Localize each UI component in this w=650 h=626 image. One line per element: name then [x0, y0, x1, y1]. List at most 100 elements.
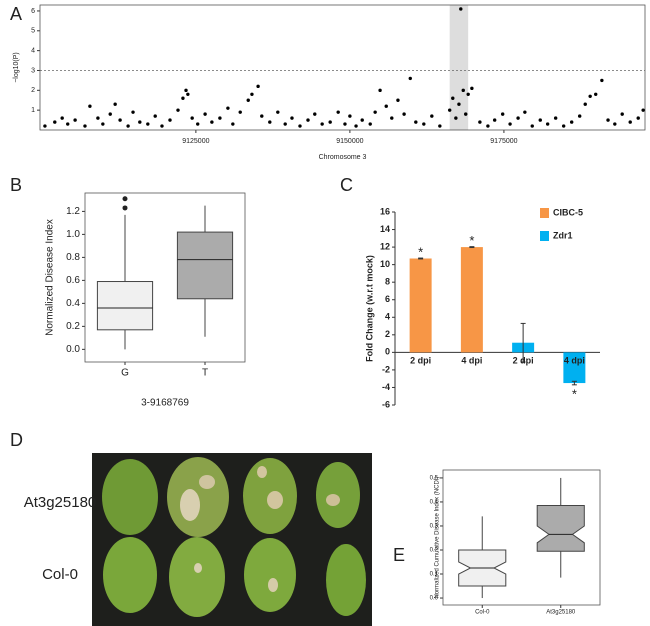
y-tick-label: 3	[31, 67, 35, 74]
y-tick-label: 0.1	[430, 572, 439, 578]
panel-label: D	[10, 430, 23, 450]
snp-point	[88, 104, 92, 108]
leaf	[316, 462, 360, 528]
snp-point	[168, 118, 172, 122]
snp-point	[176, 108, 180, 112]
snp-point	[260, 114, 264, 118]
leaves-top	[102, 457, 360, 537]
y-tick-label: 0.4	[66, 298, 80, 309]
snp-point	[396, 98, 400, 102]
snp-point	[414, 120, 418, 124]
y-tick-label: -4	[382, 382, 390, 392]
x-tick-label: 2 dpi	[513, 356, 534, 366]
y-tick-label: 6	[385, 294, 390, 304]
row-label: At3g25180	[24, 494, 97, 511]
snp-point	[306, 118, 310, 122]
legend-label: CIBC-5	[553, 207, 583, 217]
panel-label: C	[340, 175, 353, 195]
snp-point	[238, 110, 242, 114]
snp-point	[108, 112, 112, 116]
lesion	[326, 494, 340, 506]
snp-point	[500, 112, 505, 116]
snp-point	[153, 114, 157, 118]
y-tick-label: -2	[382, 364, 390, 374]
snp-point	[636, 116, 640, 120]
significance-mark: *	[418, 244, 423, 259]
y-tick-label: 0.6	[66, 275, 80, 286]
y-tick-label: 14	[380, 224, 390, 234]
snp-point	[226, 106, 230, 110]
significance-mark: *	[572, 386, 577, 401]
snp-point	[561, 124, 566, 128]
snp-point	[600, 78, 604, 83]
snp-point	[461, 88, 465, 93]
snp-point	[118, 118, 122, 122]
snp-point	[447, 108, 452, 112]
snp-point	[250, 92, 254, 96]
box	[536, 505, 585, 552]
y-tick-label: 0.5	[430, 476, 439, 482]
leaf-photo	[92, 453, 372, 626]
snp-point	[583, 102, 587, 106]
snp-point	[545, 122, 550, 126]
y-tick-label: 1.0	[66, 229, 80, 240]
snp-point	[203, 112, 207, 116]
snp-point	[196, 122, 200, 126]
snp-point	[138, 120, 142, 124]
snp-point	[343, 122, 347, 126]
snp-point	[538, 118, 542, 122]
snp-point	[131, 110, 135, 114]
snp-point	[290, 116, 294, 120]
panel-label: B	[10, 175, 22, 195]
y-tick-label: 1	[31, 107, 35, 114]
significance-mark: *	[469, 233, 474, 248]
legend-label: Zdr1	[553, 230, 573, 240]
snp-point	[276, 110, 280, 114]
snp-point	[83, 124, 87, 128]
panel-label: E	[393, 545, 405, 565]
snp-point	[184, 88, 188, 93]
snp-point	[360, 118, 364, 122]
x-axis-label: Chromosome 3	[319, 154, 367, 161]
snp-point	[328, 120, 332, 124]
x-tick-label: 9150000	[336, 138, 363, 145]
bar	[460, 247, 483, 353]
snp-point	[478, 120, 482, 124]
y-tick-label: 0.0	[430, 596, 439, 602]
snp-point	[516, 116, 520, 120]
y-axis-label: Normalized Disease Index	[45, 219, 56, 336]
y-tick-label: 2	[31, 87, 35, 94]
snp-point	[101, 122, 105, 126]
x-axis-label: 3-9168769	[141, 398, 189, 409]
snp-point	[210, 120, 214, 124]
leaf	[102, 459, 158, 535]
snp-point	[246, 98, 250, 102]
legend-swatch	[540, 231, 549, 241]
snp-point	[231, 122, 235, 126]
bar	[409, 258, 432, 353]
snp-point	[613, 122, 617, 126]
snp-point	[523, 110, 527, 114]
y-axis-label: Normalized Cumulative Disease Index (NCD…	[435, 476, 441, 598]
lesion	[268, 578, 278, 592]
snp-point	[620, 112, 624, 116]
plot-frame	[39, 4, 646, 131]
snp-point	[569, 120, 574, 124]
snp-point	[384, 104, 388, 108]
snp-point	[457, 102, 461, 106]
y-tick-label: 4	[385, 312, 390, 322]
snp-point	[438, 124, 442, 128]
y-axis-label: Fold Change (w.r.t mock)	[364, 255, 374, 362]
snp-point	[313, 112, 317, 116]
snp-point	[298, 124, 302, 128]
x-tick-label: 2 dpi	[410, 356, 431, 366]
x-tick-label: 9175000	[490, 138, 517, 145]
y-tick-label: 1.2	[66, 206, 80, 217]
snp-point	[53, 120, 57, 124]
snp-point	[113, 102, 117, 106]
snp-point	[594, 92, 598, 96]
snp-point	[553, 116, 558, 120]
y-tick-label: 0.2	[66, 321, 80, 332]
snp-point	[283, 122, 287, 126]
snp-point	[96, 116, 100, 120]
